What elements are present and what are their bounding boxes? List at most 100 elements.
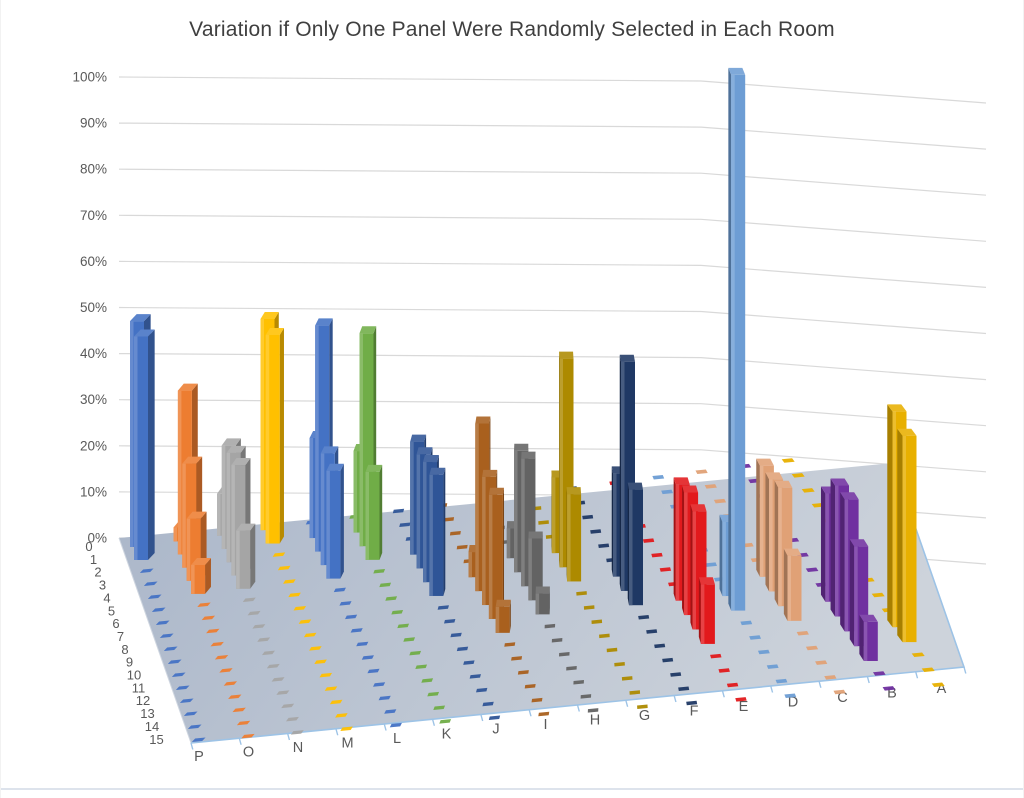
zero-marker: [183, 711, 198, 716]
zero-marker: [143, 581, 158, 586]
gridline: [118, 306, 987, 335]
bar-highlight: [902, 435, 906, 643]
bar-side-face: [619, 354, 621, 591]
zero-marker: [356, 641, 369, 647]
zero-marker: [385, 596, 398, 601]
zero-marker: [288, 592, 301, 598]
depth-axis-label: 11: [132, 680, 146, 695]
gridline: [118, 76, 987, 104]
zero-marker: [796, 631, 809, 636]
bar-top-face: [320, 446, 339, 454]
zero-marker: [476, 687, 488, 693]
bar-J-row6: [429, 467, 446, 596]
category-axis-labels: P O N M L K J I H G F E D C B A: [194, 681, 947, 765]
bar-highlight: [231, 465, 235, 576]
value-axis-label: 0%: [87, 531, 107, 546]
bar-top-face: [528, 531, 543, 539]
category-axis-label: K: [442, 726, 452, 742]
category-axis-label: N: [293, 740, 303, 756]
zero-marker: [391, 609, 404, 615]
category-axis-tick: [673, 695, 677, 703]
bar-highlight: [495, 606, 500, 633]
zero-marker: [403, 637, 416, 642]
zero-marker: [139, 568, 154, 573]
zero-marker: [271, 677, 285, 682]
zero-marker: [614, 661, 625, 667]
zero-marker: [482, 701, 494, 707]
bar-top-face: [765, 472, 784, 480]
bar-highlight: [535, 593, 540, 615]
zero-marker: [704, 484, 717, 489]
zero-marker: [151, 607, 166, 612]
bar-highlight: [854, 546, 858, 647]
gridline: [118, 399, 987, 427]
depth-axis-label: 0: [85, 539, 92, 554]
zero-marker: [219, 668, 233, 673]
zero-marker: [206, 628, 220, 634]
bar-side-face: [783, 548, 788, 621]
zero-marker: [415, 664, 428, 670]
bar-highlight: [475, 423, 479, 592]
zero-marker: [661, 489, 673, 495]
bar-top-face: [488, 487, 505, 495]
zero-marker: [309, 646, 322, 651]
zero-marker: [824, 675, 837, 680]
zero-marker: [740, 620, 753, 626]
bar-top-face: [830, 478, 849, 486]
zero-marker: [439, 719, 452, 724]
bar-highlight: [130, 321, 134, 547]
bar-highlight: [759, 465, 764, 577]
bar-highlight: [551, 477, 556, 554]
bar-highlight: [778, 487, 782, 607]
zero-marker: [559, 651, 570, 657]
zero-marker: [538, 711, 550, 717]
zero-marker: [573, 680, 584, 685]
category-axis-label: H: [590, 713, 600, 729]
bar-side-face: [148, 329, 155, 560]
zero-marker: [566, 666, 577, 671]
zero-marker: [179, 698, 194, 703]
depth-axis-label: 2: [94, 565, 101, 580]
zero-marker: [214, 655, 229, 660]
value-axis-label: 90%: [80, 116, 107, 131]
zero-marker: [705, 562, 717, 567]
zero-marker: [290, 730, 304, 735]
bar-side-face: [830, 478, 835, 617]
category-axis-label: I: [543, 717, 547, 733]
bar-top-face: [134, 329, 155, 337]
bar-highlight: [692, 511, 696, 630]
bar-highlight: [835, 485, 839, 617]
zero-marker: [911, 652, 925, 658]
bar-highlight: [320, 453, 325, 566]
bar-highlight: [468, 552, 472, 578]
bar-top-face: [619, 354, 635, 362]
zero-marker: [228, 694, 242, 699]
zero-marker: [587, 708, 599, 713]
floor-left-edge: [118, 537, 192, 744]
value-axis-label: 50%: [80, 300, 107, 315]
bar-highlight: [825, 493, 829, 602]
zero-marker: [379, 582, 392, 588]
bar-top-face: [495, 599, 511, 607]
category-axis-tick: [383, 723, 387, 731]
category-axis-label: G: [639, 708, 650, 724]
zero-marker: [210, 641, 224, 647]
bar-side-face: [765, 472, 770, 592]
zero-marker: [175, 685, 190, 690]
zero-marker: [871, 592, 885, 598]
bar-side-face: [690, 504, 693, 630]
category-axis-label: B: [887, 685, 897, 701]
zero-marker: [670, 672, 682, 677]
zero-marker: [749, 635, 761, 640]
bar-top-face: [475, 416, 491, 424]
zero-marker: [433, 705, 446, 710]
zero-marker: [678, 686, 690, 691]
zero-marker: [805, 567, 819, 573]
zero-marker: [784, 693, 797, 698]
depth-axis-label: 5: [108, 603, 115, 618]
zero-marker: [695, 469, 708, 474]
category-axis-label: L: [393, 731, 401, 747]
zero-marker: [329, 699, 343, 705]
bar-side-face: [840, 492, 845, 632]
